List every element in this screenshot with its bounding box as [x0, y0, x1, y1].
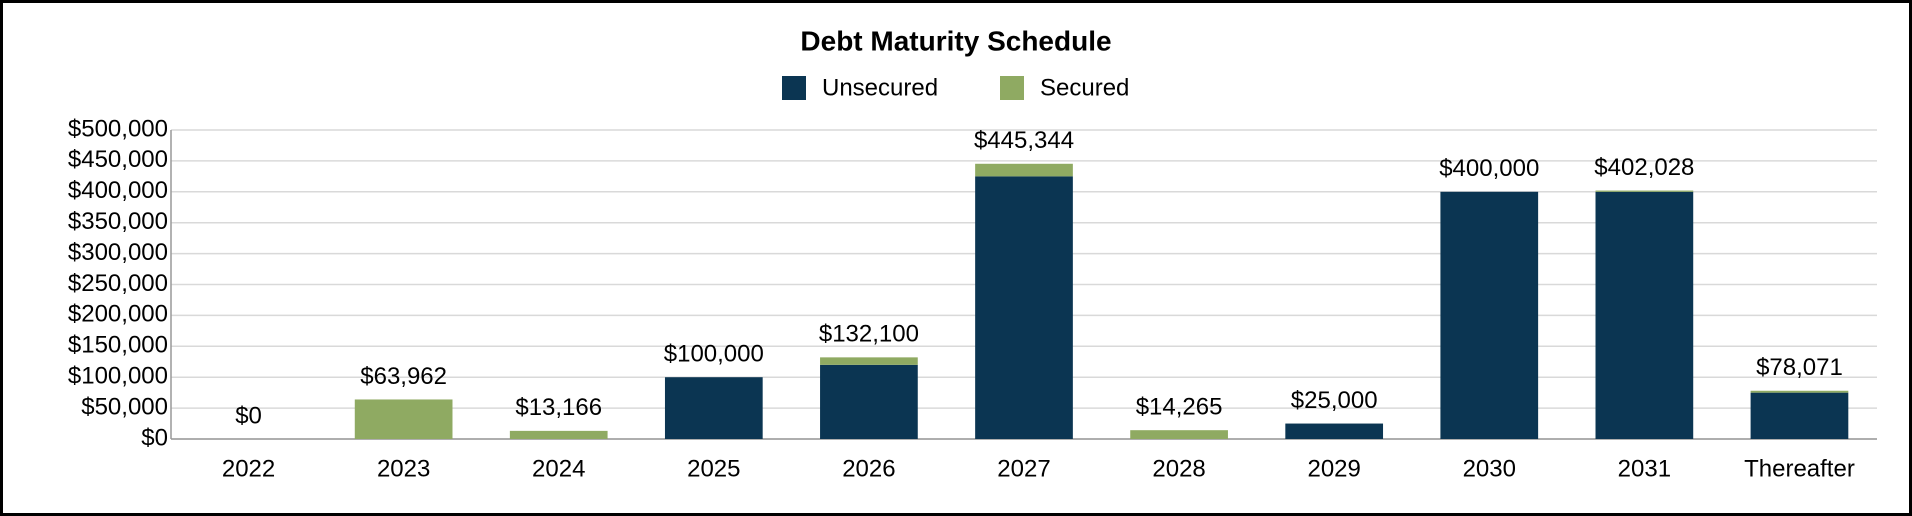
y-tick-label: $500,000	[68, 115, 168, 142]
bar-segment	[1750, 392, 1849, 439]
x-tick-label: 2027	[997, 455, 1050, 482]
x-tick-label: 2030	[1463, 455, 1516, 482]
x-tick-label: 2025	[687, 455, 740, 482]
x-tick-label: 2026	[842, 455, 895, 482]
bar-segment	[1595, 190, 1694, 192]
x-tick-label: 2023	[377, 455, 430, 482]
y-tick-label: $450,000	[68, 146, 168, 173]
y-tick-label: $250,000	[68, 270, 168, 297]
bar-segment	[354, 399, 453, 439]
bar-segment	[1130, 430, 1228, 439]
x-tick-label: 2028	[1152, 455, 1205, 482]
data-label: $402,028	[1594, 154, 1694, 181]
bar-segment	[1440, 191, 1539, 439]
data-label: $78,071	[1756, 354, 1843, 381]
bar-segment	[1595, 191, 1694, 439]
bar-segment	[975, 163, 1073, 177]
chart-title: Debt Maturity Schedule	[800, 25, 1111, 56]
bar-segment	[820, 364, 918, 439]
x-tick-label: 2029	[1307, 455, 1360, 482]
data-label: $25,000	[1291, 387, 1378, 414]
data-label: $13,166	[515, 394, 602, 421]
data-label: $100,000	[664, 341, 764, 368]
x-tick-label: Thereafter	[1744, 455, 1855, 482]
data-label: $63,962	[360, 363, 447, 390]
data-label: $14,265	[1136, 394, 1223, 421]
x-tick-label: 2024	[532, 455, 585, 482]
legend-swatch	[782, 76, 806, 100]
y-tick-label: $300,000	[68, 239, 168, 266]
bar-segment	[1285, 423, 1384, 439]
y-tick-label: $350,000	[68, 208, 168, 235]
data-label: $445,344	[974, 127, 1074, 154]
y-tick-label: $400,000	[68, 177, 168, 204]
legend-label: Unsecured	[822, 74, 938, 101]
x-tick-label: 2022	[222, 455, 275, 482]
y-tick-label: $0	[141, 424, 168, 451]
data-label: $400,000	[1439, 155, 1539, 182]
y-tick-label: $100,000	[68, 363, 168, 390]
y-tick-label: $50,000	[81, 393, 168, 420]
bar-segment	[975, 176, 1073, 439]
bar-segment	[1750, 390, 1849, 393]
data-label: $0	[235, 402, 262, 429]
y-tick-label: $150,000	[68, 332, 168, 359]
y-tick-label: $200,000	[68, 301, 168, 328]
data-label: $132,100	[819, 321, 919, 348]
bar-segment	[509, 430, 608, 439]
x-tick-label: 2031	[1618, 455, 1671, 482]
legend-swatch	[1000, 76, 1024, 100]
legend-label: Secured	[1040, 74, 1129, 101]
bar-segment	[820, 357, 918, 365]
bar-segment	[664, 377, 763, 439]
